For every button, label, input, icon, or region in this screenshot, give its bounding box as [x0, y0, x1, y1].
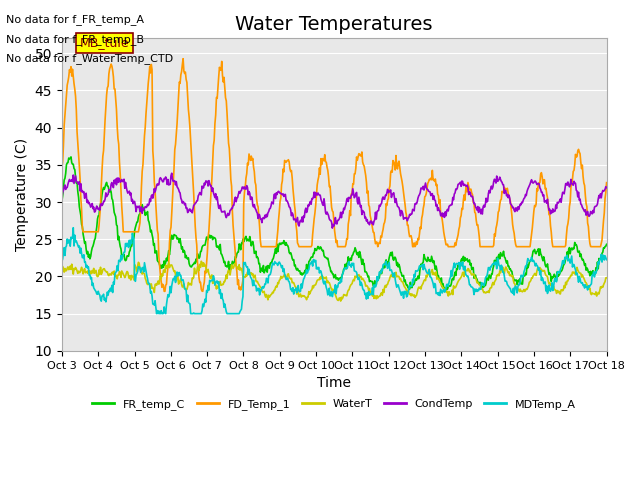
- WaterT: [603, 275, 611, 281]
- CondTemp: [124, 190, 132, 196]
- MDTemp_A: [69, 225, 77, 230]
- FR_temp_C: [401, 277, 409, 283]
- Line: FD_Temp_1: FD_Temp_1: [62, 59, 607, 291]
- CondTemp: [418, 185, 426, 191]
- FR_temp_C: [180, 248, 188, 253]
- CondTemp: [209, 185, 216, 191]
- Text: No data for f_FR_temp_B: No data for f_FR_temp_B: [6, 34, 145, 45]
- FD_Temp_1: [161, 288, 168, 294]
- FD_Temp_1: [124, 229, 132, 235]
- WaterT: [402, 286, 410, 292]
- MDTemp_A: [125, 244, 132, 250]
- CondTemp: [402, 215, 410, 220]
- FD_Temp_1: [402, 209, 410, 215]
- WaterT: [68, 261, 76, 267]
- CondTemp: [180, 200, 188, 205]
- Text: No data for f_WaterTemp_CTD: No data for f_WaterTemp_CTD: [6, 53, 173, 64]
- Title: Water Temperatures: Water Temperatures: [236, 15, 433, 34]
- FD_Temp_1: [209, 143, 217, 148]
- WaterT: [58, 264, 66, 270]
- FD_Temp_1: [603, 180, 611, 185]
- CondTemp: [58, 194, 66, 200]
- WaterT: [124, 269, 132, 275]
- WaterT: [198, 258, 205, 264]
- MDTemp_A: [68, 236, 76, 241]
- FD_Temp_1: [418, 215, 426, 221]
- MDTemp_A: [180, 286, 188, 291]
- Text: MB_tule: MB_tule: [80, 36, 130, 49]
- FR_temp_C: [68, 161, 76, 167]
- Y-axis label: Temperature (C): Temperature (C): [15, 138, 29, 251]
- CondTemp: [328, 225, 336, 231]
- FD_Temp_1: [180, 71, 188, 76]
- WaterT: [418, 283, 426, 288]
- FR_temp_C: [417, 261, 425, 267]
- FR_temp_C: [209, 237, 216, 242]
- WaterT: [179, 284, 187, 289]
- MDTemp_A: [603, 257, 611, 263]
- Legend: FR_temp_C, FD_Temp_1, WaterT, CondTemp, MDTemp_A: FR_temp_C, FD_Temp_1, WaterT, CondTemp, …: [88, 394, 580, 414]
- FD_Temp_1: [68, 73, 76, 79]
- FR_temp_C: [67, 154, 75, 160]
- MDTemp_A: [58, 259, 66, 264]
- FR_temp_C: [603, 241, 611, 247]
- WaterT: [337, 298, 344, 304]
- Line: WaterT: WaterT: [62, 261, 607, 301]
- FD_Temp_1: [58, 166, 66, 171]
- FR_temp_C: [442, 287, 450, 292]
- FR_temp_C: [125, 253, 132, 259]
- MDTemp_A: [153, 311, 161, 316]
- CondTemp: [603, 185, 611, 191]
- FR_temp_C: [58, 198, 66, 204]
- Line: MDTemp_A: MDTemp_A: [62, 228, 607, 313]
- MDTemp_A: [418, 263, 426, 268]
- MDTemp_A: [402, 288, 410, 294]
- CondTemp: [168, 170, 175, 176]
- Line: CondTemp: CondTemp: [62, 173, 607, 228]
- X-axis label: Time: Time: [317, 376, 351, 390]
- FD_Temp_1: [179, 56, 187, 61]
- Line: FR_temp_C: FR_temp_C: [62, 157, 607, 289]
- Text: No data for f_FR_temp_A: No data for f_FR_temp_A: [6, 14, 145, 25]
- MDTemp_A: [209, 273, 217, 279]
- CondTemp: [68, 177, 76, 182]
- WaterT: [209, 280, 216, 286]
